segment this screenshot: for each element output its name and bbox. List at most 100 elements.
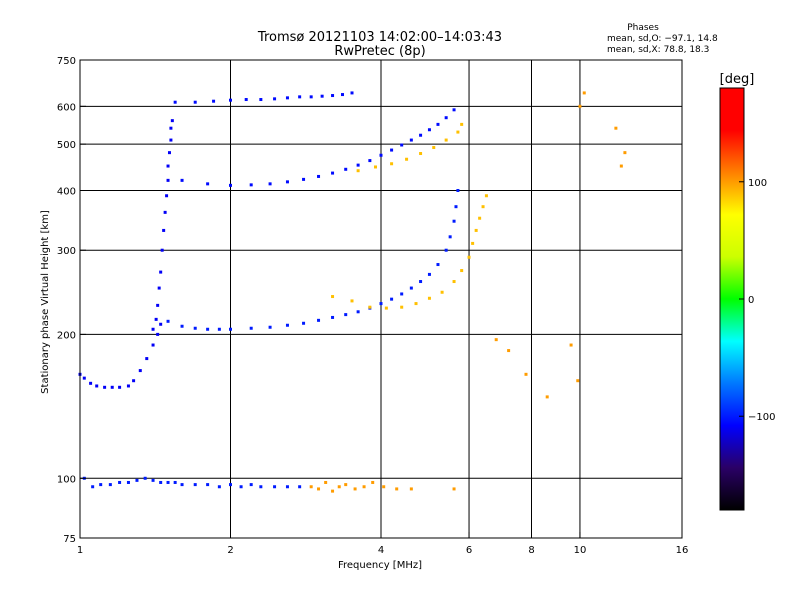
data-point bbox=[180, 178, 184, 182]
data-point bbox=[138, 369, 142, 373]
data-point bbox=[239, 485, 243, 489]
data-point bbox=[478, 216, 482, 220]
data-point bbox=[157, 286, 161, 290]
data-point bbox=[143, 476, 147, 480]
chart-title: Tromsø 20121103 14:02:00–14:03:43 bbox=[257, 30, 502, 45]
data-point bbox=[460, 122, 464, 126]
data-point bbox=[331, 315, 335, 319]
data-point bbox=[344, 483, 348, 487]
data-point bbox=[337, 485, 341, 489]
y-tick-label: 400 bbox=[57, 186, 76, 197]
data-point bbox=[206, 483, 210, 487]
data-point bbox=[285, 485, 289, 489]
data-point bbox=[309, 485, 313, 489]
data-point bbox=[249, 483, 253, 487]
x-tick-label: 2 bbox=[227, 545, 233, 556]
data-point bbox=[331, 94, 335, 98]
data-point bbox=[285, 96, 289, 100]
data-point bbox=[259, 98, 263, 102]
data-point bbox=[163, 210, 167, 214]
data-point bbox=[471, 241, 475, 245]
data-point bbox=[400, 292, 404, 296]
data-point bbox=[320, 94, 324, 98]
data-point bbox=[118, 480, 122, 484]
data-point bbox=[259, 485, 263, 489]
data-point bbox=[444, 138, 448, 142]
data-point bbox=[193, 483, 197, 487]
x-tick-label: 10 bbox=[574, 545, 587, 556]
data-point bbox=[456, 188, 460, 192]
data-point bbox=[331, 295, 335, 299]
data-point bbox=[436, 122, 440, 126]
data-point bbox=[524, 372, 528, 376]
data-point bbox=[229, 327, 232, 331]
data-point bbox=[344, 167, 348, 171]
data-point bbox=[390, 297, 394, 301]
data-point bbox=[440, 290, 444, 294]
colorbar-label: [deg] bbox=[720, 72, 755, 87]
data-point bbox=[95, 384, 99, 388]
data-point bbox=[91, 485, 95, 489]
data-point bbox=[331, 489, 335, 493]
data-point bbox=[582, 91, 586, 95]
data-point bbox=[298, 485, 302, 489]
data-point bbox=[156, 332, 160, 336]
data-point bbox=[545, 395, 549, 399]
data-point bbox=[165, 194, 169, 198]
data-point bbox=[229, 483, 232, 487]
data-point bbox=[474, 228, 478, 232]
data-point bbox=[448, 235, 452, 239]
colorbar-tick-label: 100 bbox=[748, 178, 767, 189]
gridlines bbox=[80, 60, 682, 538]
colorbar-tick-label: −100 bbox=[748, 412, 775, 423]
data-point bbox=[154, 317, 158, 321]
data-point bbox=[166, 319, 170, 323]
data-point bbox=[317, 487, 321, 491]
data-point bbox=[317, 174, 321, 178]
data-point bbox=[614, 126, 618, 130]
x-tick-label: 4 bbox=[378, 545, 384, 556]
data-point bbox=[390, 162, 394, 166]
data-point bbox=[350, 91, 354, 95]
y-tick-label: 600 bbox=[57, 102, 76, 113]
data-point bbox=[173, 480, 177, 484]
data-point bbox=[409, 286, 413, 290]
data-point bbox=[169, 126, 173, 130]
data-point bbox=[379, 302, 383, 306]
data-point bbox=[166, 480, 170, 484]
data-point bbox=[427, 296, 431, 300]
data-point bbox=[159, 480, 163, 484]
data-point bbox=[576, 379, 580, 383]
data-point bbox=[244, 98, 248, 102]
colorbar-tick-label: 0 bbox=[748, 295, 754, 306]
data-point bbox=[427, 128, 431, 132]
data-point bbox=[151, 478, 155, 482]
y-tick-label: 500 bbox=[57, 140, 76, 151]
data-point bbox=[217, 485, 221, 489]
data-point bbox=[145, 357, 149, 361]
data-point bbox=[368, 305, 372, 309]
data-point bbox=[460, 269, 464, 273]
data-point bbox=[436, 263, 440, 267]
data-point bbox=[156, 303, 160, 307]
data-point bbox=[619, 164, 623, 168]
data-point bbox=[507, 349, 511, 353]
data-point bbox=[467, 255, 471, 259]
data-point bbox=[180, 324, 184, 328]
data-point bbox=[400, 305, 404, 309]
data-point bbox=[285, 323, 289, 327]
data-point bbox=[395, 487, 399, 491]
x-tick-label: 1 bbox=[77, 545, 83, 556]
data-point bbox=[206, 182, 210, 186]
data-point bbox=[623, 151, 627, 155]
data-point bbox=[409, 487, 413, 491]
data-point bbox=[400, 143, 404, 147]
y-tick-label: 750 bbox=[57, 56, 76, 67]
data-point bbox=[340, 93, 344, 97]
data-point bbox=[132, 379, 136, 383]
data-point bbox=[384, 306, 388, 310]
data-point bbox=[249, 183, 253, 187]
data-point bbox=[151, 343, 155, 347]
data-point bbox=[419, 152, 423, 156]
